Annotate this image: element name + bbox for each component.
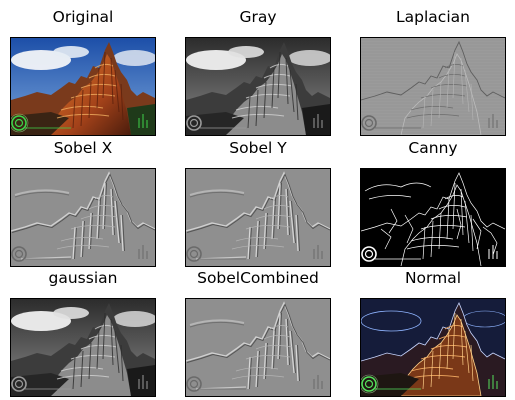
image-sobel-x bbox=[10, 168, 156, 267]
image-laplacian bbox=[360, 37, 506, 136]
image-canny bbox=[360, 168, 506, 267]
image-sobel-combined bbox=[185, 298, 331, 397]
image-gray bbox=[185, 37, 331, 136]
panel-title-sobel-combined: SobelCombined bbox=[197, 269, 319, 287]
panel-title-gray: Gray bbox=[239, 8, 277, 26]
image-sobel-y bbox=[185, 168, 331, 267]
image-normal bbox=[360, 298, 506, 397]
image-gaussian bbox=[10, 298, 156, 397]
panel-title-normal: Normal bbox=[404, 269, 462, 287]
image-original bbox=[10, 37, 156, 136]
panel-title-original: Original bbox=[52, 8, 114, 26]
panel-title-sobel-y: Sobel Y bbox=[229, 139, 287, 157]
panel-title-sobel-x: Sobel X bbox=[53, 139, 113, 157]
panel-title-gaussian: gaussian bbox=[48, 269, 118, 287]
panel-title-canny: Canny bbox=[408, 139, 458, 157]
panel-title-laplacian: Laplacian bbox=[396, 8, 470, 26]
